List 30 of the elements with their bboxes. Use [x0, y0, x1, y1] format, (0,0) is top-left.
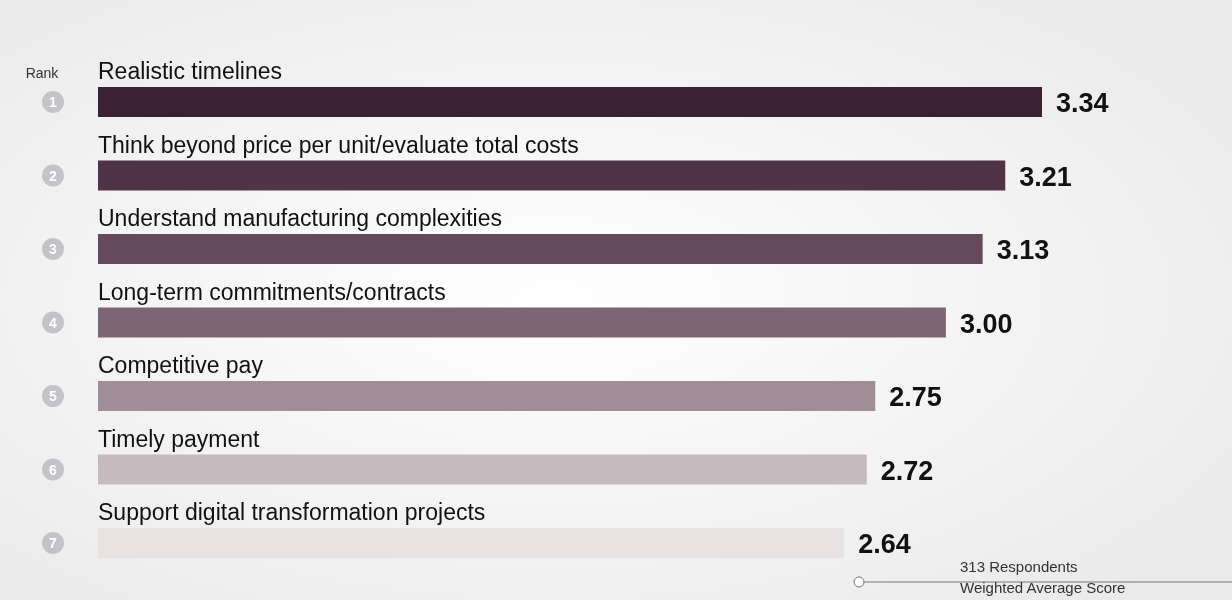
- bar: [98, 160, 1006, 191]
- bar: [98, 87, 1042, 117]
- y-tick-label: Competitive pay: [98, 352, 264, 378]
- text: 5: [49, 388, 58, 404]
- text: Rank: [25, 65, 60, 81]
- bar: [98, 381, 876, 411]
- text: Weighted Average Score: [960, 579, 1126, 596]
- data-label: 2.75: [889, 382, 942, 412]
- data-label: 3.21: [1019, 161, 1072, 192]
- text: 313 Respondents: [960, 558, 1078, 575]
- y-tick-label: Understand manufacturing complexities: [98, 205, 502, 231]
- y-tick-label: Think beyond price per unit/evaluate total costs: [98, 131, 579, 158]
- y-tick-label: Support digital transformation projects: [98, 499, 486, 525]
- bar: [98, 234, 983, 264]
- bar: [98, 307, 946, 338]
- text: 2: [49, 167, 58, 184]
- text: 6: [49, 461, 58, 478]
- y-tick-label: Realistic timelines: [98, 58, 283, 84]
- y-tick-label: Long-term commitments/contracts: [98, 278, 446, 305]
- data-label: 3.13: [996, 235, 1050, 265]
- data-label: 2.72: [880, 455, 934, 486]
- data-label: 3.00: [959, 308, 1013, 339]
- y-tick-label: Timely payment: [98, 425, 261, 452]
- text: 1: [49, 94, 58, 110]
- text: 4: [49, 314, 58, 331]
- data-label: 3.34: [1056, 88, 1109, 118]
- data-label: 2.64: [858, 529, 911, 559]
- bar: [98, 454, 867, 485]
- text: 7: [49, 535, 58, 551]
- text: 3: [49, 241, 58, 257]
